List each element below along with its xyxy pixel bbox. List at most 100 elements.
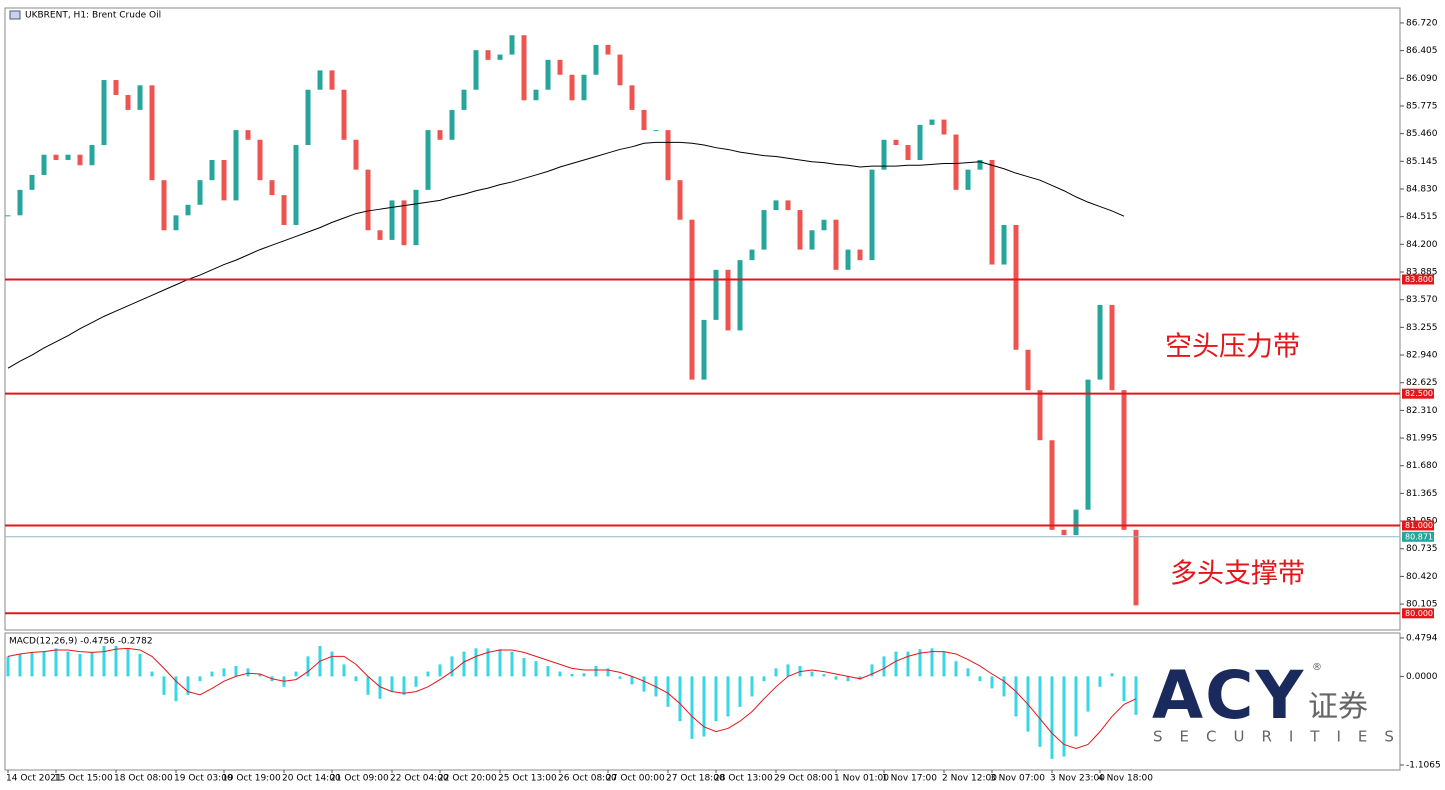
macd-bar xyxy=(414,676,418,687)
y-tick-label: 86.720 xyxy=(1406,18,1438,28)
candle xyxy=(833,219,839,270)
x-tick-label: 21 Oct 09:00 xyxy=(330,774,389,784)
candle xyxy=(581,74,587,101)
y-tick-label: 83.570 xyxy=(1406,295,1438,305)
macd-bar xyxy=(570,673,574,677)
macd-bar xyxy=(1110,673,1114,677)
x-tick-label: 22 Oct 04:00 xyxy=(390,774,449,784)
candle xyxy=(53,154,59,160)
macd-panel xyxy=(4,632,1401,771)
macd-bar xyxy=(1062,676,1066,757)
macd-bar xyxy=(258,673,262,677)
annotation: 多头支撑带 xyxy=(1170,559,1305,590)
candle xyxy=(341,89,347,140)
candle xyxy=(1073,509,1079,536)
macd-bar xyxy=(606,668,610,677)
macd-bar xyxy=(378,676,382,699)
level-label: 83.800 xyxy=(1405,275,1433,284)
macd-bar xyxy=(42,651,46,677)
macd-bar xyxy=(462,651,466,677)
macd-bar xyxy=(534,661,538,677)
chart-icon xyxy=(9,10,21,20)
y-tick-label: 84.200 xyxy=(1406,240,1438,250)
macd-bar xyxy=(978,676,982,682)
candle xyxy=(137,85,143,110)
candle xyxy=(281,195,287,225)
candle xyxy=(41,154,47,175)
candle xyxy=(629,85,635,110)
macd-bar xyxy=(342,664,346,677)
candle xyxy=(149,85,155,181)
macd-bar xyxy=(882,656,886,677)
macd-bar xyxy=(294,671,298,677)
candle xyxy=(173,215,179,231)
candle xyxy=(65,154,71,160)
macd-bar xyxy=(78,653,82,677)
candle xyxy=(521,35,527,101)
macd-bar xyxy=(918,649,922,677)
candle xyxy=(533,89,539,101)
macd-bar xyxy=(246,668,250,677)
candle xyxy=(785,200,791,211)
macd-bar xyxy=(558,671,562,677)
symbol-title: UKBRENT, H1: Brent Crude Oil xyxy=(25,11,161,21)
macd-bar xyxy=(330,651,334,677)
macd-bar xyxy=(54,648,58,677)
candle xyxy=(869,169,875,261)
y-tick-label: 82.625 xyxy=(1406,378,1438,388)
candle xyxy=(101,80,107,146)
macd-bar xyxy=(174,676,178,702)
candle xyxy=(953,134,959,190)
candle xyxy=(365,169,371,231)
candle xyxy=(1061,529,1067,536)
logo-cn: 证券 xyxy=(1308,690,1368,725)
candle xyxy=(821,219,827,231)
candle xyxy=(89,145,95,166)
macd-bar xyxy=(6,656,10,677)
candle xyxy=(737,260,743,331)
candle xyxy=(965,169,971,190)
macd-bar xyxy=(678,676,682,722)
candle xyxy=(1109,304,1115,391)
candle xyxy=(317,70,323,90)
x-tick-label: 3 Nov 07:00 xyxy=(990,774,1045,784)
candle xyxy=(389,200,395,240)
candle xyxy=(905,145,911,160)
macd-bar xyxy=(426,671,430,677)
candle xyxy=(1001,224,1007,265)
x-tick-label: 28 Oct 13:00 xyxy=(714,774,773,784)
candle xyxy=(617,54,623,86)
y-tick-label: 82.940 xyxy=(1406,351,1438,361)
candle xyxy=(701,319,707,380)
macd-bar xyxy=(906,651,910,677)
y-tick-label: 85.775 xyxy=(1406,101,1438,111)
macd-bar xyxy=(198,676,202,682)
candle xyxy=(593,44,599,75)
candle xyxy=(209,159,215,181)
macd-bar xyxy=(642,676,646,692)
signal-line xyxy=(7,647,1137,749)
macd-bar xyxy=(774,668,778,677)
candle xyxy=(1049,440,1055,530)
candle xyxy=(461,89,467,110)
candle xyxy=(185,204,191,216)
candle xyxy=(401,200,407,246)
candle xyxy=(509,35,515,55)
candle xyxy=(677,180,683,220)
candle xyxy=(425,130,431,190)
level-box xyxy=(1402,388,1434,399)
candle xyxy=(1133,529,1139,606)
candle xyxy=(761,210,767,250)
macd-bar xyxy=(438,664,442,677)
y-tick-label: -1.1065 xyxy=(1406,760,1441,770)
macd-bar xyxy=(138,653,142,677)
level-box xyxy=(1402,274,1434,285)
candle xyxy=(881,139,887,170)
macd-bar xyxy=(750,676,754,697)
y-tick-label: 81.365 xyxy=(1406,489,1438,499)
y-tick-label: 80.735 xyxy=(1406,544,1438,554)
candle xyxy=(569,74,575,101)
candle xyxy=(125,94,131,110)
candle xyxy=(749,249,755,261)
